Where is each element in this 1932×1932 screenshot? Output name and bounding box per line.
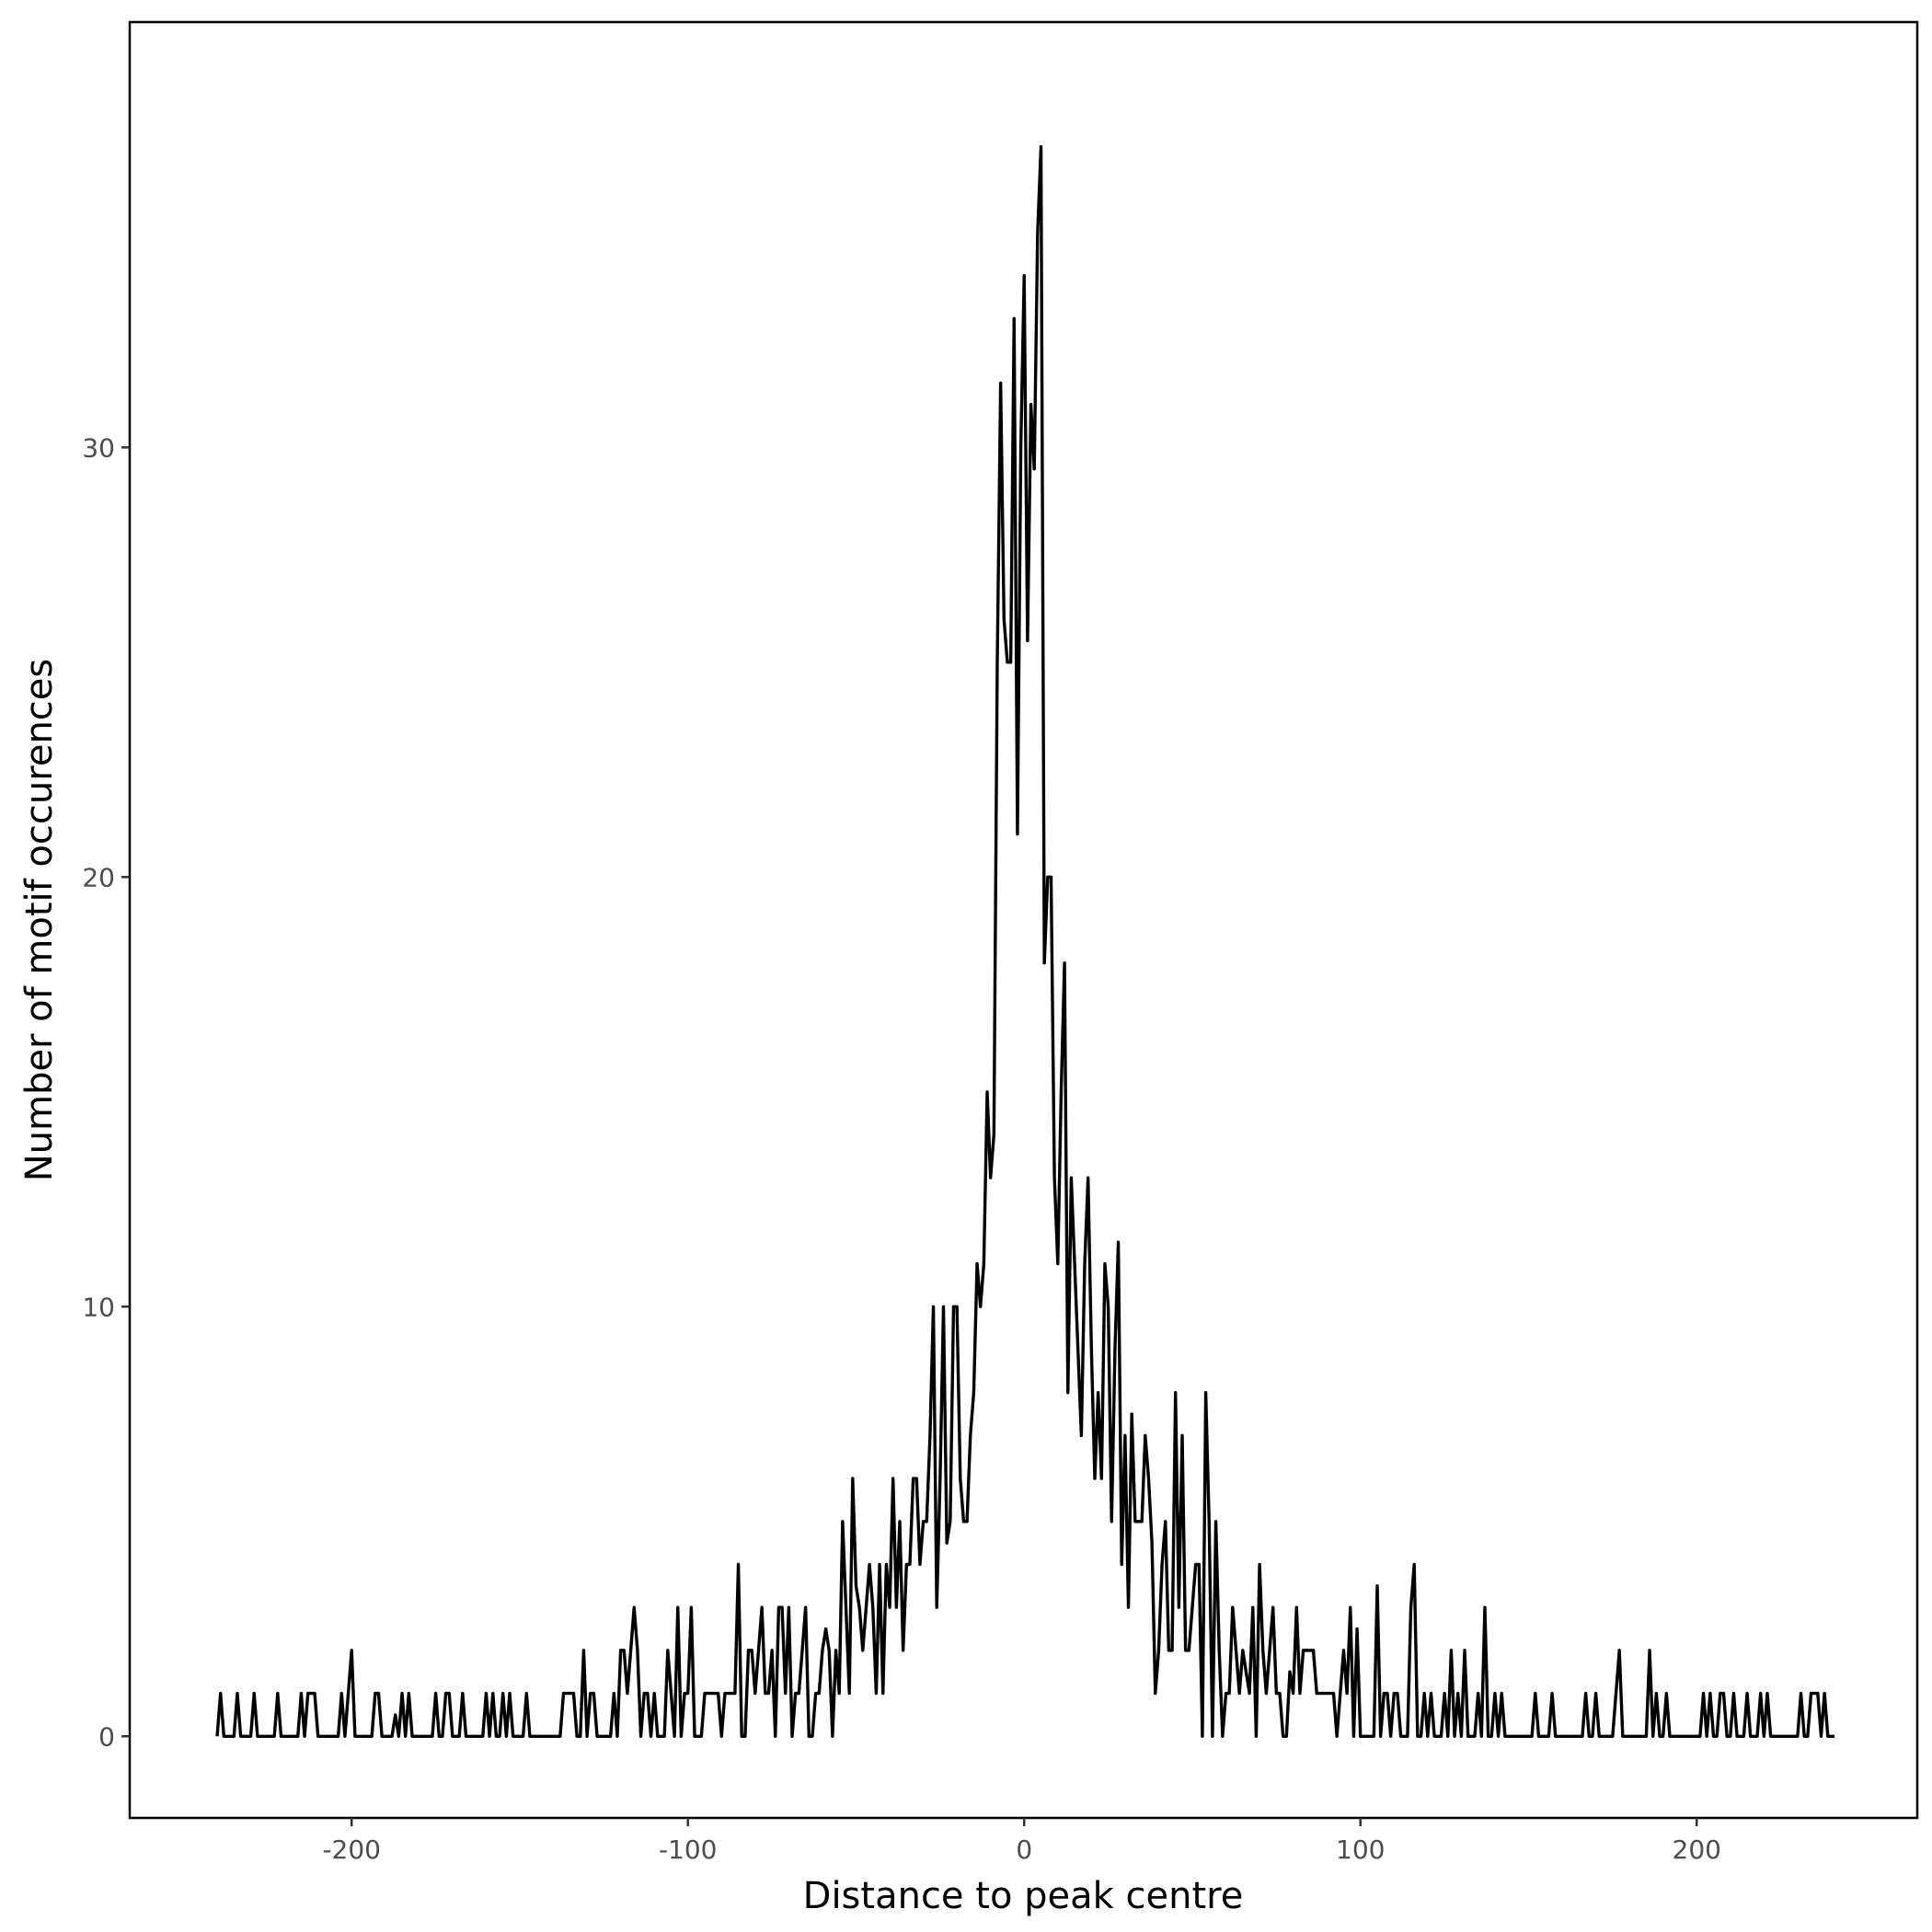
x-tick-label: -200 (322, 1834, 381, 1865)
x-tick-label: 200 (1673, 1834, 1721, 1865)
x-tick-label: -100 (659, 1834, 718, 1865)
x-tick-label: 0 (1016, 1834, 1032, 1865)
x-tick-label: 100 (1336, 1834, 1385, 1865)
y-tick-label: 10 (82, 1292, 115, 1322)
x-axis-title: Distance to peak centre (803, 1875, 1244, 1917)
line (215, 144, 1835, 1738)
y-tick-label: 30 (82, 432, 115, 463)
y-tick-label: 20 (82, 862, 115, 892)
y-axis-title: Number of motif occurences (18, 659, 61, 1181)
y-tick-label: 0 (98, 1721, 115, 1752)
